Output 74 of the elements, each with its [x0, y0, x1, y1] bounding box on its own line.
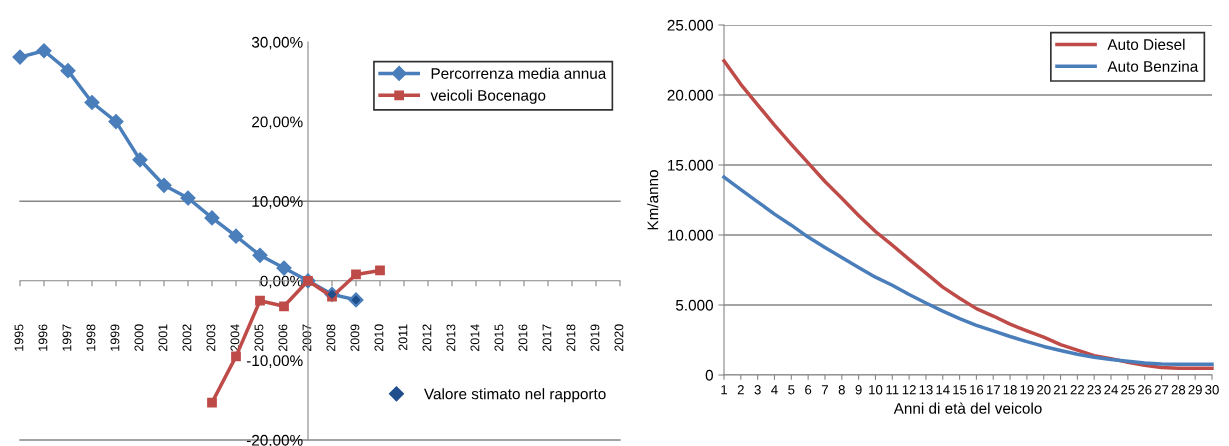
x-tick-label: 2000 [134, 324, 144, 352]
y-tick-label: 0 [705, 369, 713, 381]
x-tick-label: 1995 [14, 324, 24, 351]
y-tick-label: 0,00% [260, 275, 303, 289]
x-tick-label: 21 [1053, 385, 1068, 395]
x-tick-label: 15 [953, 385, 967, 395]
x-tick-label: 2001 [158, 324, 168, 352]
x-tick-label: 2008 [326, 324, 336, 352]
legend-label: Auto Diesel [1107, 38, 1185, 50]
x-tick-label: 2020 [614, 324, 624, 352]
x-axis-title: Anni di età del veicolo [893, 402, 1042, 414]
x-tick-label: 2012 [422, 324, 432, 352]
x-tick-label: 6 [805, 385, 812, 395]
x-tick-label: 2018 [566, 324, 576, 352]
x-tick-label: 18 [1003, 385, 1017, 395]
x-tick-label: 1999 [110, 324, 120, 351]
x-tick-label: 11 [886, 385, 899, 395]
legend-label: Valore stimato nel rapporto [424, 388, 606, 403]
x-tick-label: 2002 [182, 324, 192, 352]
legend-label: Percorrenza media annua [431, 67, 607, 79]
x-tick-label: 13 [919, 385, 933, 395]
x-tick-label: 27 [1154, 385, 1169, 395]
x-tick-label: 2009 [350, 324, 360, 352]
x-tick-label: 23 [1087, 385, 1101, 395]
x-tick-label: 7 [821, 385, 828, 395]
x-tick-label: 2010 [374, 324, 384, 352]
x-tick-label: 5 [788, 385, 795, 395]
y-tick-label: -10,00% [246, 355, 303, 368]
x-tick-label: 1996 [38, 324, 48, 351]
x-tick-label: 9 [855, 385, 862, 395]
x-tick-label: 30 [1205, 385, 1219, 395]
x-tick-label: 2004 [230, 324, 240, 352]
y-tick-label: 10,00% [252, 196, 303, 209]
legend-label: veicoli Bocenago [430, 89, 546, 104]
x-tick-label: 3 [754, 385, 761, 395]
x-tick-label: 29 [1188, 385, 1202, 395]
x-tick-label: 2017 [542, 324, 552, 352]
x-tick-label: 26 [1138, 385, 1152, 395]
y-tick-label: 10.000 [668, 229, 713, 241]
x-tick-label: 2006 [278, 324, 288, 352]
x-tick-label: 28 [1171, 385, 1186, 395]
x-tick-label: 24 [1104, 385, 1118, 395]
x-tick-label: 1998 [86, 324, 96, 351]
x-tick-label: 25 [1121, 385, 1135, 395]
x-tick-label: 2 [737, 385, 744, 395]
x-tick-label: 10 [869, 385, 883, 395]
x-tick-label: 2003 [206, 324, 216, 352]
x-tick-label: 19 [1020, 385, 1034, 395]
y-tick-label: 15.000 [668, 159, 713, 171]
x-tick-label: 14 [936, 385, 950, 395]
x-tick-label: 12 [902, 385, 916, 395]
x-tick-label: 2011 [398, 324, 408, 351]
x-tick-label: 8 [838, 385, 845, 395]
y-tick-label: 30,00% [251, 36, 303, 50]
legend-label: Auto Benzina [1107, 60, 1199, 72]
x-tick-label: 16 [970, 385, 984, 395]
x-tick-label: 2015 [494, 324, 504, 352]
y-tick-label: 20.000 [667, 89, 713, 101]
x-tick-label: 2014 [470, 324, 480, 352]
x-tick-label: 1 [721, 385, 728, 395]
x-tick-label: 1997 [62, 324, 72, 351]
y-tick-label: 5.000 [675, 299, 713, 311]
y-axis-title: Km/anno [647, 170, 659, 230]
x-tick-label: 2013 [446, 324, 456, 352]
x-tick-label: 17 [986, 385, 1000, 395]
x-tick-label: 2005 [254, 324, 264, 352]
x-tick-label: 20 [1037, 385, 1051, 395]
x-tick-label: 4 [771, 385, 778, 395]
x-tick-label: 2007 [302, 324, 312, 352]
x-tick-label: 22 [1070, 385, 1085, 395]
x-tick-label: 2016 [518, 324, 528, 352]
y-tick-label: 20,00% [252, 116, 303, 130]
x-tick-label: 2019 [590, 324, 600, 352]
y-tick-label: 25.000 [667, 19, 713, 31]
